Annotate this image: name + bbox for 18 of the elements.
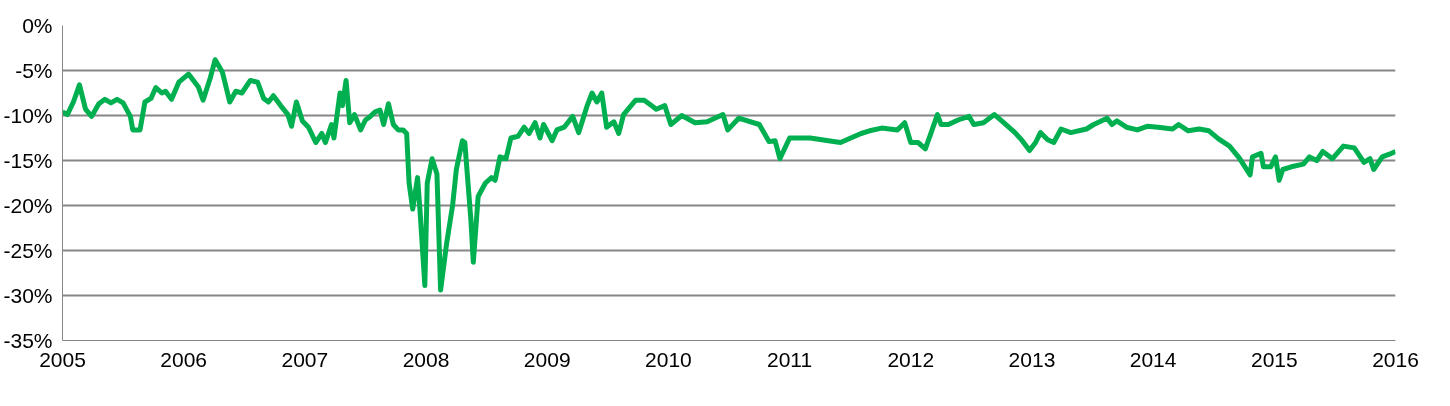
y-tick-label: -5% (15, 59, 53, 82)
y-tick-label: -20% (3, 194, 53, 217)
x-tick-label: 2013 (1008, 347, 1056, 371)
x-tick-label: 2009 (523, 347, 571, 371)
y-tick-label: -30% (3, 284, 53, 307)
x-tick-label: 2012 (887, 347, 935, 371)
y-tick-label: -10% (3, 104, 53, 127)
x-tick-label: 2007 (281, 347, 329, 371)
y-tick-label: 0% (22, 14, 53, 37)
x-tick-label: 2011 (767, 347, 813, 371)
x-tick-label: 2010 (645, 347, 692, 371)
x-tick-label: 2006 (160, 347, 208, 371)
y-tick-label: -15% (3, 149, 53, 172)
x-tick-label: 2016 (1372, 347, 1419, 371)
x-tick-label: 2015 (1250, 347, 1298, 371)
x-tick-label: 2014 (1129, 347, 1177, 371)
y-tick-label: -25% (3, 239, 53, 262)
x-tick-label: 2008 (402, 347, 450, 371)
